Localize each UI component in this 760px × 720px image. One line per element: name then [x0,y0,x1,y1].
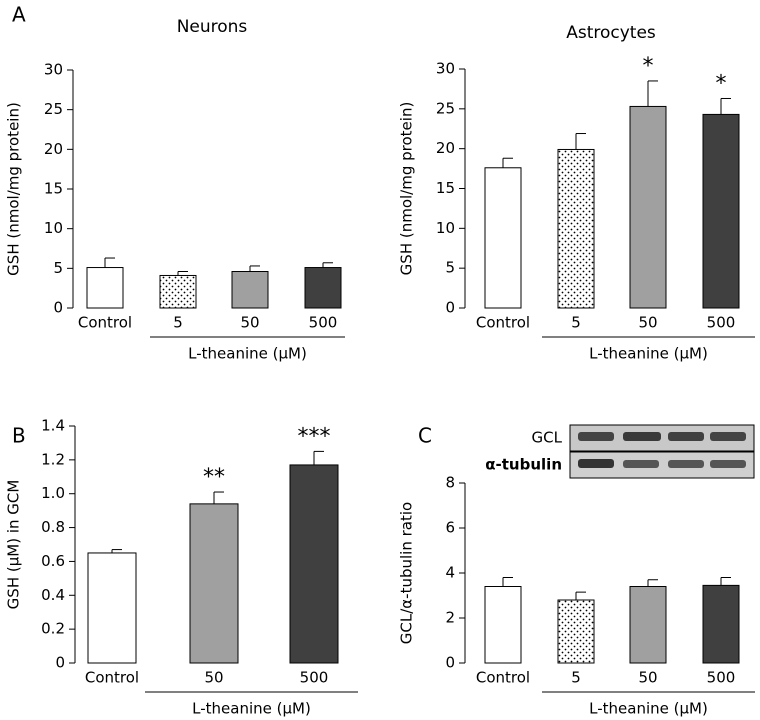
bar [629,586,667,664]
y-tick-label: 5 [53,259,63,277]
panel-label: C [418,424,432,448]
bar [702,584,740,664]
significance: * [716,71,727,96]
y-tick-label: 8 [445,474,455,492]
y-axis-label: GSH (nmol/mg protein) [5,102,23,276]
y-tick-label: 15 [44,180,63,198]
y-tick-label: 0 [445,299,455,317]
bar [87,552,137,664]
x-tick-label: 500 [707,669,736,687]
y-tick-label: 30 [436,60,455,78]
y-tick-label: 1.0 [41,484,65,502]
x-tick-label: 500 [300,669,329,687]
x-tick-label: 50 [240,314,259,332]
x-tick-label: 50 [204,669,223,687]
y-tick-label: 25 [436,99,455,117]
y-tick-label: 4 [445,564,455,582]
bar [557,148,595,309]
western-blot [569,424,755,479]
bar [231,271,269,309]
y-tick-label: 5 [445,259,455,277]
x-tick-label: 5 [571,669,581,687]
y-tick-label: 0.2 [41,620,65,638]
blot-label: GCL [532,429,563,447]
y-tick-label: 20 [44,140,63,158]
x-tick-label: 50 [638,314,657,332]
group-label: L-theanine (μM) [589,345,708,363]
y-axis-label: GCL/α-tubulin ratio [398,502,416,644]
blot-label: α-tubulin [485,456,562,474]
bar [86,267,124,309]
bar [484,167,522,309]
y-tick-label: 10 [44,219,63,237]
significance: * [643,54,654,79]
bar [304,267,342,309]
y-tick-label: 0 [53,299,63,317]
bar [289,464,339,664]
bar [484,586,522,664]
x-tick-label: 500 [707,314,736,332]
y-axis-label: GSH (μM) in GCM [5,480,23,610]
group-label: L-theanine (μM) [188,345,307,363]
x-tick-label: Control [476,669,530,687]
y-tick-label: 25 [44,100,63,118]
bar [189,503,239,664]
y-tick-label: 0.4 [41,586,65,604]
y-tick-label: 6 [445,519,455,537]
y-axis-label: GSH (nmol/mg protein) [398,102,416,276]
y-tick-label: 0.8 [41,518,65,536]
x-tick-label: Control [78,314,132,332]
y-tick-label: 30 [44,61,63,79]
x-tick-label: 500 [309,314,338,332]
chart-title: Astrocytes [566,23,656,43]
y-tick-label: 10 [436,219,455,237]
chart-title: Neurons [177,17,248,37]
bar [702,113,740,309]
y-tick-label: 0.6 [41,552,65,570]
bar [629,105,667,309]
panel-label: B [12,424,26,448]
x-tick-label: Control [85,669,139,687]
y-tick-label: 15 [436,179,455,197]
significance: ** [203,465,225,490]
y-tick-label: 0 [55,654,65,672]
y-tick-label: 2 [445,609,455,627]
y-tick-label: 1.4 [41,417,65,435]
y-tick-label: 20 [436,139,455,157]
group-label: L-theanine (μM) [192,700,311,718]
bar [557,599,595,664]
bar [159,274,197,309]
y-tick-label: 1.2 [41,450,65,468]
x-tick-label: Control [476,314,530,332]
x-tick-label: 5 [173,314,183,332]
panel-label: A [12,3,26,27]
significance: *** [298,424,331,449]
x-tick-label: 5 [571,314,581,332]
x-tick-label: 50 [638,669,657,687]
group-label: L-theanine (μM) [589,700,708,718]
y-tick-label: 0 [445,654,455,672]
